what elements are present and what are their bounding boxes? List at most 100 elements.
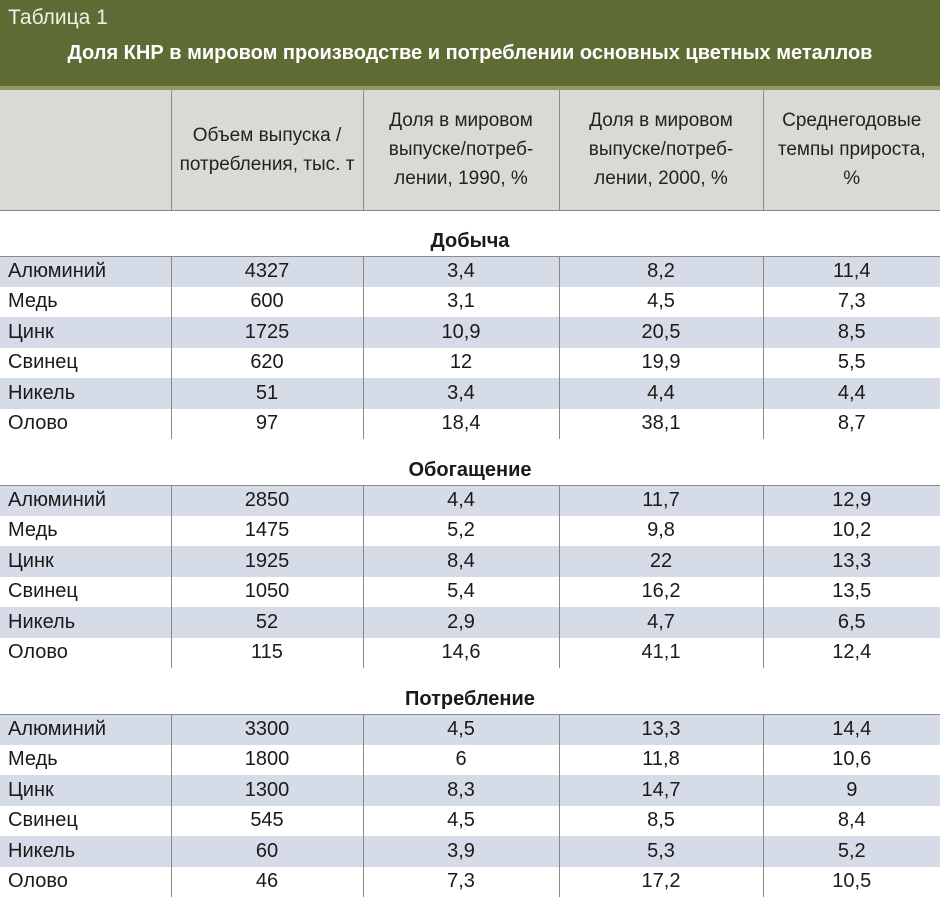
section-title: Добыча [0, 210, 940, 256]
cell-volume: 46 [171, 867, 363, 897]
cell-growth: 12,9 [763, 485, 940, 516]
cell-volume: 60 [171, 836, 363, 867]
cell-share-2000: 8,5 [559, 806, 763, 837]
cell-share-2000: 4,7 [559, 607, 763, 638]
cell-growth: 13,3 [763, 546, 940, 577]
cell-metal: Алюминий [0, 714, 171, 745]
cell-volume: 4327 [171, 256, 363, 287]
cell-growth: 11,4 [763, 256, 940, 287]
cell-metal: Никель [0, 607, 171, 638]
cell-growth: 5,5 [763, 348, 940, 379]
cell-share-2000: 14,7 [559, 775, 763, 806]
section-title: Обогащение [0, 439, 940, 485]
cell-metal: Никель [0, 378, 171, 409]
cell-metal: Олово [0, 638, 171, 669]
column-header-row: Объем выпуска / потребления, тыс. т Доля… [0, 90, 940, 210]
cell-share-1990: 4,4 [363, 485, 559, 516]
cell-volume: 600 [171, 287, 363, 318]
section-title: Потребление [0, 668, 940, 714]
cell-growth: 4,4 [763, 378, 940, 409]
column-header-share-2000: Доля в мировом выпуске/потреб-лении, 200… [559, 90, 763, 210]
cell-volume: 2850 [171, 485, 363, 516]
cell-share-1990: 2,9 [363, 607, 559, 638]
cell-metal: Свинец [0, 806, 171, 837]
cell-volume: 620 [171, 348, 363, 379]
cell-growth: 12,4 [763, 638, 940, 669]
cell-share-2000: 38,1 [559, 409, 763, 440]
cell-volume: 1300 [171, 775, 363, 806]
cell-metal: Медь [0, 745, 171, 776]
cell-share-1990: 3,4 [363, 256, 559, 287]
cell-growth: 13,5 [763, 577, 940, 608]
cell-growth: 8,7 [763, 409, 940, 440]
cell-share-1990: 4,5 [363, 806, 559, 837]
column-header-volume: Объем выпуска / потребления, тыс. т [171, 90, 363, 210]
cell-share-1990: 12 [363, 348, 559, 379]
cell-growth: 7,3 [763, 287, 940, 318]
column-header-growth: Среднегодовые темпы прироста, % [763, 90, 940, 210]
cell-volume: 545 [171, 806, 363, 837]
cell-share-2000: 8,2 [559, 256, 763, 287]
cell-share-2000: 9,8 [559, 516, 763, 547]
cell-metal: Свинец [0, 577, 171, 608]
cell-metal: Медь [0, 516, 171, 547]
cell-share-1990: 5,2 [363, 516, 559, 547]
table-number-label: Таблица 1 [8, 6, 108, 30]
cell-volume: 1050 [171, 577, 363, 608]
cell-growth: 6,5 [763, 607, 940, 638]
cell-volume: 1800 [171, 745, 363, 776]
cell-share-1990: 10,9 [363, 317, 559, 348]
cell-volume: 1725 [171, 317, 363, 348]
cell-volume: 1925 [171, 546, 363, 577]
cell-metal: Олово [0, 867, 171, 897]
cell-growth: 5,2 [763, 836, 940, 867]
cell-share-1990: 5,4 [363, 577, 559, 608]
cell-volume: 52 [171, 607, 363, 638]
cell-metal: Цинк [0, 775, 171, 806]
cell-share-2000: 13,3 [559, 714, 763, 745]
cell-share-2000: 11,8 [559, 745, 763, 776]
cell-share-1990: 8,4 [363, 546, 559, 577]
cell-growth: 8,5 [763, 317, 940, 348]
column-header-metal [0, 90, 171, 210]
cell-metal: Алюминий [0, 256, 171, 287]
cell-volume: 3300 [171, 714, 363, 745]
cell-metal: Свинец [0, 348, 171, 379]
table-header-bar: Таблица 1 Доля КНР в мировом производств… [0, 0, 940, 86]
cell-share-2000: 16,2 [559, 577, 763, 608]
cell-share-1990: 7,3 [363, 867, 559, 897]
cell-share-2000: 17,2 [559, 867, 763, 897]
cell-metal: Медь [0, 287, 171, 318]
cell-share-1990: 3,1 [363, 287, 559, 318]
cell-share-1990: 3,4 [363, 378, 559, 409]
cell-growth: 10,5 [763, 867, 940, 897]
column-header-share-1990: Доля в мировом выпуске/потреб-лении, 199… [363, 90, 559, 210]
cell-share-2000: 11,7 [559, 485, 763, 516]
cell-share-1990: 14,6 [363, 638, 559, 669]
cell-volume: 97 [171, 409, 363, 440]
cell-volume: 51 [171, 378, 363, 409]
section-header-row: Добыча [0, 210, 940, 256]
data-table: Объем выпуска / потребления, тыс. т Доля… [0, 90, 940, 897]
cell-share-2000: 4,4 [559, 378, 763, 409]
cell-metal: Алюминий [0, 485, 171, 516]
cell-metal: Цинк [0, 317, 171, 348]
cell-share-2000: 4,5 [559, 287, 763, 318]
cell-share-1990: 18,4 [363, 409, 559, 440]
cell-growth: 9 [763, 775, 940, 806]
